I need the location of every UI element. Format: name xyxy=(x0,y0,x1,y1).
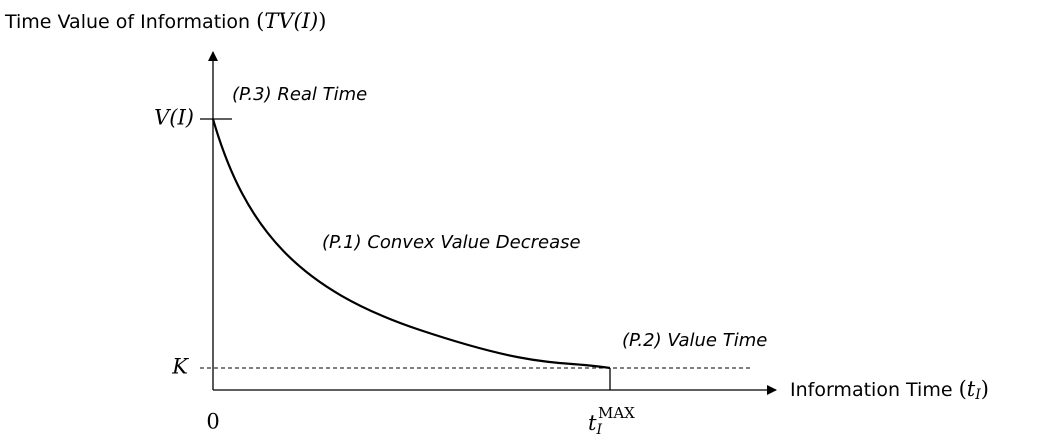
paren: ( xyxy=(959,377,967,401)
floor-label: K xyxy=(171,355,189,379)
x-axis-symbol: t xyxy=(967,377,976,401)
value-curve xyxy=(211,118,611,370)
x-axis-subscript: I xyxy=(974,387,981,403)
y-axis-label: Time Value of Information xyxy=(4,11,250,33)
tmax-label: tIMAX xyxy=(588,404,635,438)
y-axis-title: Time Value of Information (TV(I)) xyxy=(4,9,326,33)
annotation: (P.1) Convex Value Decrease xyxy=(322,232,581,253)
paren: ( xyxy=(256,9,264,33)
paren: ) xyxy=(318,9,326,33)
annotation: (P.3) Real Time xyxy=(232,84,367,105)
tmax-base: t xyxy=(588,411,597,435)
annotation: (P.2) Value Time xyxy=(622,330,767,351)
x-axis-title: Information Time (tI) xyxy=(790,377,989,404)
value-label: V(I) xyxy=(154,106,194,130)
zero-label: 0 xyxy=(206,410,219,434)
paren: ) xyxy=(981,377,989,401)
x-axis-label: Information Time xyxy=(790,379,953,401)
y-axis-symbol: TV(I) xyxy=(264,9,318,33)
tmax-superscript: MAX xyxy=(598,404,635,422)
tmax-subscript: I xyxy=(595,422,602,438)
